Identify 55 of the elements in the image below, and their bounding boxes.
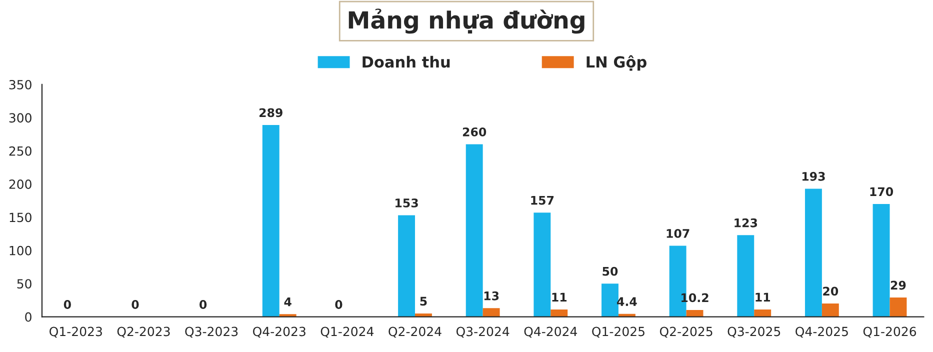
data-label: 4 — [284, 298, 292, 306]
x-tick-label: Q2-2024 — [388, 326, 442, 338]
x-tick-label: Q1-2024 — [320, 326, 374, 338]
y-tick-label: 200 — [9, 180, 32, 189]
y-tick-label: 150 — [10, 212, 32, 222]
data-label: 5 — [420, 296, 427, 306]
data-label: 29 — [890, 280, 906, 290]
y-tick-label: 0 — [25, 312, 32, 322]
data-label: 0 — [200, 300, 207, 309]
y-tick-label: 50 — [17, 279, 32, 289]
x-tick-label: Q1-2026 — [863, 326, 916, 338]
x-tick-label: Q3-2025 — [728, 326, 780, 338]
bar — [822, 304, 839, 317]
data-label: 123 — [734, 218, 758, 228]
y-tick-label: 250 — [9, 146, 32, 156]
x-tick-label: Q4-2024 — [524, 326, 578, 338]
data-label: 157 — [531, 196, 554, 205]
bar — [804, 188, 822, 317]
x-tick-label: Q2-2025 — [660, 326, 712, 338]
data-label: 0 — [64, 300, 71, 309]
y-tick-label: 100 — [10, 246, 32, 256]
x-tick-label: Q3-2023 — [185, 326, 238, 338]
legend-label: Doanh thu — [362, 56, 450, 68]
data-label: 0 — [132, 300, 139, 309]
data-label: 11 — [552, 292, 567, 302]
bar — [482, 308, 500, 317]
data-label: 13 — [484, 291, 499, 300]
data-label: 170 — [870, 187, 894, 196]
bar — [872, 204, 890, 317]
x-tick-label: Q3-2024 — [456, 326, 510, 338]
data-label: 107 — [666, 229, 690, 238]
y-tick-label: 300 — [9, 113, 32, 123]
data-label: 0 — [335, 300, 342, 309]
bar — [466, 144, 483, 317]
data-label: 20 — [823, 286, 838, 296]
legend-label: LN Gộp — [586, 55, 646, 71]
bar — [890, 298, 907, 317]
bar — [262, 124, 280, 317]
bar — [534, 212, 551, 317]
y-tick-label: 350 — [9, 80, 32, 90]
bar — [398, 215, 416, 317]
x-tick-label: Q2-2023 — [117, 326, 170, 338]
x-tick-label: Q1-2025 — [592, 326, 644, 338]
data-label: 289 — [259, 108, 282, 118]
data-label: 11 — [756, 292, 770, 302]
data-label: 193 — [802, 172, 825, 181]
data-label: 50 — [602, 266, 618, 276]
x-tick-label: Q1-2023 — [50, 326, 102, 338]
chart-title: Mảng nhựa đường — [348, 8, 584, 34]
data-label: 153 — [396, 198, 418, 208]
bar — [602, 284, 618, 317]
bar — [737, 235, 754, 317]
data-label: 260 — [462, 127, 486, 136]
x-tick-label: Q4-2025 — [796, 326, 848, 338]
x-tick-label: Q4-2023 — [253, 326, 306, 338]
